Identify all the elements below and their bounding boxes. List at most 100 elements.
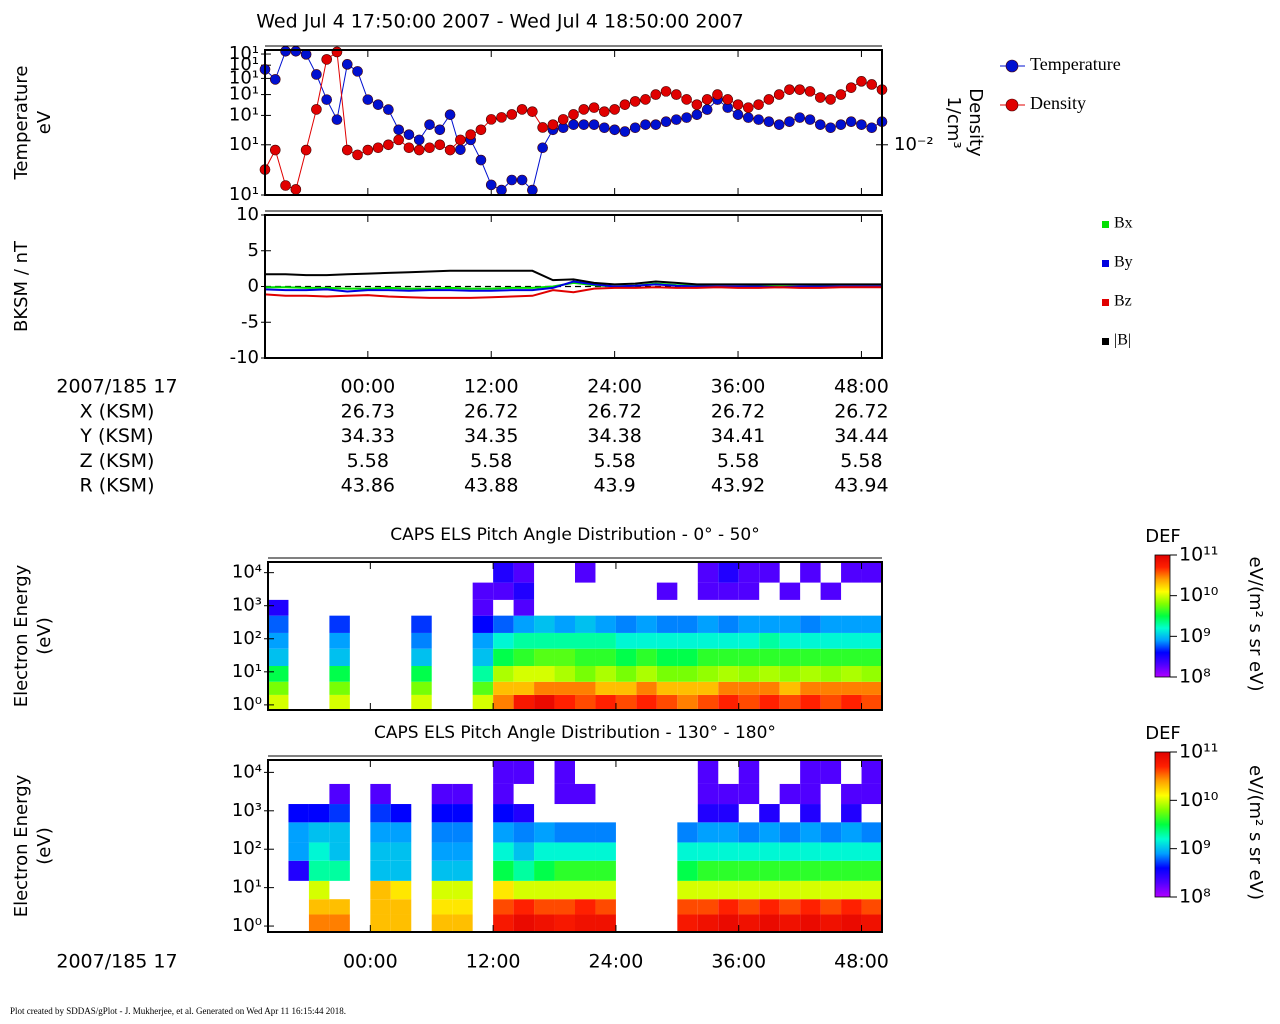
heatmap-cell — [718, 562, 739, 583]
heatmap-cell — [861, 783, 882, 805]
colorbar — [1154, 751, 1171, 898]
heatmap-cell — [554, 615, 575, 633]
heatmap-cell — [575, 860, 596, 881]
data-point — [424, 142, 435, 154]
heatmap-cell — [534, 914, 555, 932]
data-point — [845, 116, 857, 128]
heatmap-cell — [779, 860, 801, 881]
data-point — [856, 76, 867, 87]
data-point — [444, 109, 456, 120]
heatmap-cell — [820, 860, 842, 881]
heatmap-cell — [493, 842, 514, 861]
x-tick-label: 12:00 — [464, 376, 519, 398]
heatmap-cell — [268, 681, 289, 695]
data-point — [691, 109, 703, 120]
heatmap-cell — [431, 914, 453, 932]
heatmap-cell — [738, 666, 760, 682]
ephemeris-value: 26.72 — [711, 401, 765, 423]
data-point — [753, 99, 764, 110]
data-point — [804, 114, 816, 125]
heatmap-cell — [329, 860, 350, 881]
heatmap-cell — [636, 632, 657, 649]
heatmap-cell — [513, 760, 535, 784]
heatmap-cell — [759, 648, 780, 667]
plot-frame — [264, 49, 883, 196]
heatmap-cell — [820, 899, 842, 915]
data-point — [393, 124, 404, 136]
heatmap-cell — [718, 783, 739, 805]
heatmap-cell — [779, 582, 801, 600]
ephemeris-value: 34.35 — [464, 425, 518, 447]
heatmap-cell — [738, 562, 760, 583]
heatmap-cell — [411, 632, 432, 649]
heatmap-cell — [759, 880, 780, 900]
data-point — [784, 84, 795, 95]
heatmap-cell — [370, 822, 391, 843]
heatmap-cell — [575, 648, 596, 667]
data-point — [485, 114, 497, 125]
data-point — [311, 69, 322, 80]
heatmap-cell — [697, 899, 719, 915]
heatmap-cell — [841, 648, 862, 667]
heatmap-cell — [329, 914, 350, 932]
ephemeris-value: 43.94 — [834, 475, 888, 497]
heatmap-cell — [779, 632, 801, 649]
heatmap-cell — [779, 694, 801, 710]
data-point — [866, 122, 878, 134]
heatmap-cell — [411, 666, 432, 682]
heatmap-cell — [308, 880, 330, 900]
chart-title: CAPS ELS Pitch Angle Distribution - 130°… — [374, 723, 776, 743]
heatmap-cell — [861, 822, 882, 843]
heatmap-cell — [800, 783, 821, 805]
heatmap-cell — [370, 804, 391, 823]
data-point — [311, 104, 322, 115]
heatmap-cell — [534, 615, 555, 633]
heatmap-cell — [493, 899, 514, 915]
legend-label: Bz — [1114, 293, 1132, 310]
heatmap-cell — [841, 842, 862, 861]
heatmap-cell — [861, 632, 882, 649]
heatmap-cell — [677, 681, 698, 695]
heatmap-cell — [308, 899, 330, 915]
data-point — [290, 184, 302, 195]
heatmap-cell — [493, 760, 514, 784]
ephemeris-value: 5.58 — [593, 450, 635, 472]
heatmap-cell — [554, 783, 575, 805]
data-point — [444, 144, 456, 156]
colorbar-tick-label: 10⁸ — [1179, 886, 1211, 908]
heatmap-cell — [697, 760, 719, 784]
ephemeris-value: 43.92 — [711, 475, 765, 497]
heatmap-cell — [595, 914, 616, 932]
heatmap-cell — [472, 666, 494, 682]
heatmap-cell — [472, 694, 494, 710]
y2-axis-label: 1/cm³ — [943, 96, 964, 148]
heatmap-cell — [431, 822, 453, 843]
data-point — [352, 66, 363, 77]
heatmap-cell — [268, 632, 289, 649]
heatmap-cell — [697, 694, 719, 710]
data-point — [763, 116, 775, 128]
data-point — [506, 174, 518, 186]
heatmap-cell — [718, 842, 739, 861]
heatmap-cell — [329, 632, 350, 649]
heatmap-cell — [841, 899, 862, 915]
heatmap-cell — [636, 648, 657, 667]
ephemeris-value: 43.9 — [593, 475, 635, 497]
data-point — [413, 144, 425, 156]
heatmap-cell — [329, 681, 350, 695]
heatmap-cell — [595, 694, 616, 710]
heatmap-cell — [636, 694, 657, 710]
heatmap-cell — [718, 694, 739, 710]
data-point — [866, 79, 878, 90]
x-axis-label: 2007/185 17 — [56, 951, 177, 973]
heatmap-cell — [636, 681, 657, 695]
heatmap-cell — [595, 648, 616, 667]
heatmap-cell — [513, 804, 535, 823]
heatmap-cell — [411, 681, 432, 695]
heatmap-cell — [452, 880, 473, 900]
heatmap-cell — [595, 842, 616, 861]
data-point — [629, 122, 641, 134]
y-tick-label: 10¹ — [232, 877, 262, 898]
data-point — [650, 89, 662, 100]
data-point — [743, 112, 754, 123]
